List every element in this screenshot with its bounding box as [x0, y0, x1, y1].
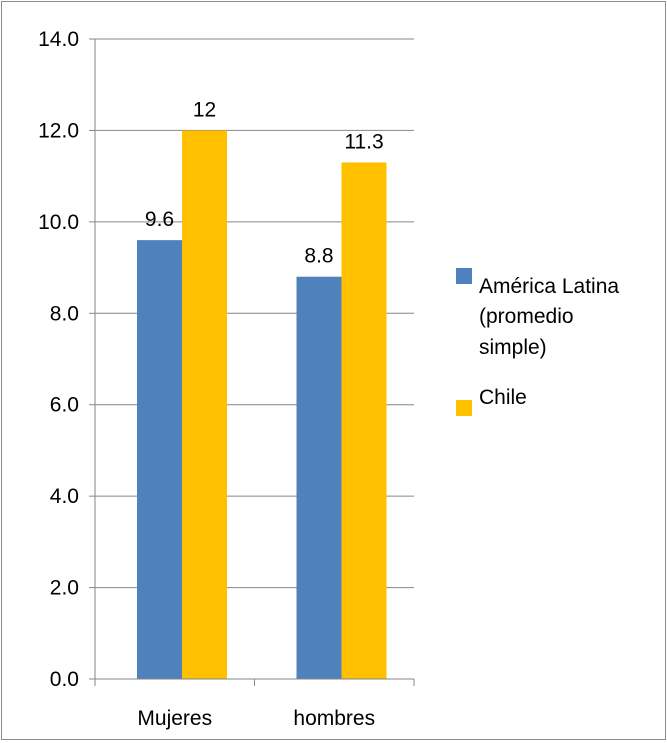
data-label: 11.3	[344, 130, 383, 153]
y-tick-label: 0.0	[50, 668, 79, 691]
y-tick-label: 12.0	[38, 119, 79, 142]
data-label: 9.6	[145, 208, 174, 231]
bar	[296, 276, 342, 679]
bar	[137, 240, 182, 679]
legend-label: Chile	[479, 386, 527, 409]
legend-label: (promedio	[479, 305, 574, 328]
legend-swatch	[456, 400, 472, 416]
axes	[89, 38, 415, 686]
legend-label: simple)	[479, 336, 547, 359]
bars	[137, 130, 387, 679]
bar	[341, 162, 387, 679]
y-tick-label: 4.0	[50, 485, 79, 508]
y-tick-label: 10.0	[38, 211, 79, 234]
y-tick-label: 14.0	[38, 28, 79, 51]
y-tick-label: 8.0	[50, 302, 79, 325]
legend: América Latina (promedio simple) Chile	[456, 268, 619, 416]
legend-label: América Latina	[479, 275, 619, 298]
legend-swatch	[456, 268, 472, 284]
bar	[182, 130, 227, 679]
y-tick-label: 2.0	[50, 577, 79, 600]
labels: 0.0 2.0 4.0 6.0 8.0 10.0 12.0 14.0 9.6 12 Mujeres 8…	[38, 28, 384, 730]
data-label: 8.8	[304, 245, 333, 268]
x-category-label: hombres	[293, 707, 375, 730]
y-tick-label: 6.0	[50, 394, 79, 417]
x-category-label: Mujeres	[137, 707, 212, 730]
data-label: 12	[193, 98, 216, 121]
